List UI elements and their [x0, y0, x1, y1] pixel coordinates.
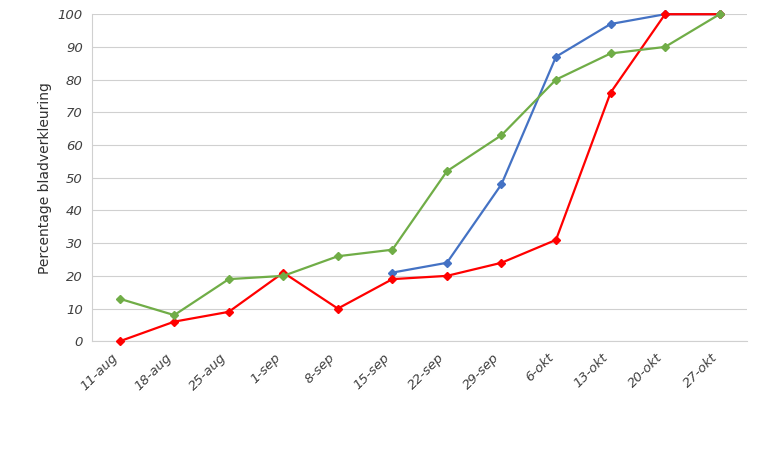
2016 [388, 276, 397, 282]
2017 [715, 11, 725, 17]
2017 [115, 296, 124, 301]
2016 [497, 260, 506, 265]
Line: 2015: 2015 [390, 11, 722, 275]
2016 [551, 237, 561, 243]
2016 [333, 306, 343, 311]
Y-axis label: Percentage bladverkleuring: Percentage bladverkleuring [38, 82, 52, 273]
2015 [388, 270, 397, 275]
2015 [606, 21, 615, 27]
2015 [715, 11, 725, 17]
2016 [115, 338, 124, 344]
2017 [388, 247, 397, 253]
2016 [442, 273, 451, 279]
2017 [551, 77, 561, 82]
2017 [169, 312, 179, 318]
Line: 2017: 2017 [117, 11, 722, 318]
2015 [497, 182, 506, 187]
2017 [224, 276, 233, 282]
2017 [606, 51, 615, 56]
2015 [661, 11, 670, 17]
2017 [333, 254, 343, 259]
2016 [606, 90, 615, 96]
Line: 2016: 2016 [117, 11, 722, 344]
2015 [551, 54, 561, 60]
2016 [224, 309, 233, 315]
2016 [715, 11, 725, 17]
2015 [442, 260, 451, 265]
2016 [661, 11, 670, 17]
2016 [279, 270, 288, 275]
2017 [661, 44, 670, 50]
2017 [497, 132, 506, 138]
2016 [169, 319, 179, 325]
2017 [279, 273, 288, 279]
2017 [442, 168, 451, 174]
